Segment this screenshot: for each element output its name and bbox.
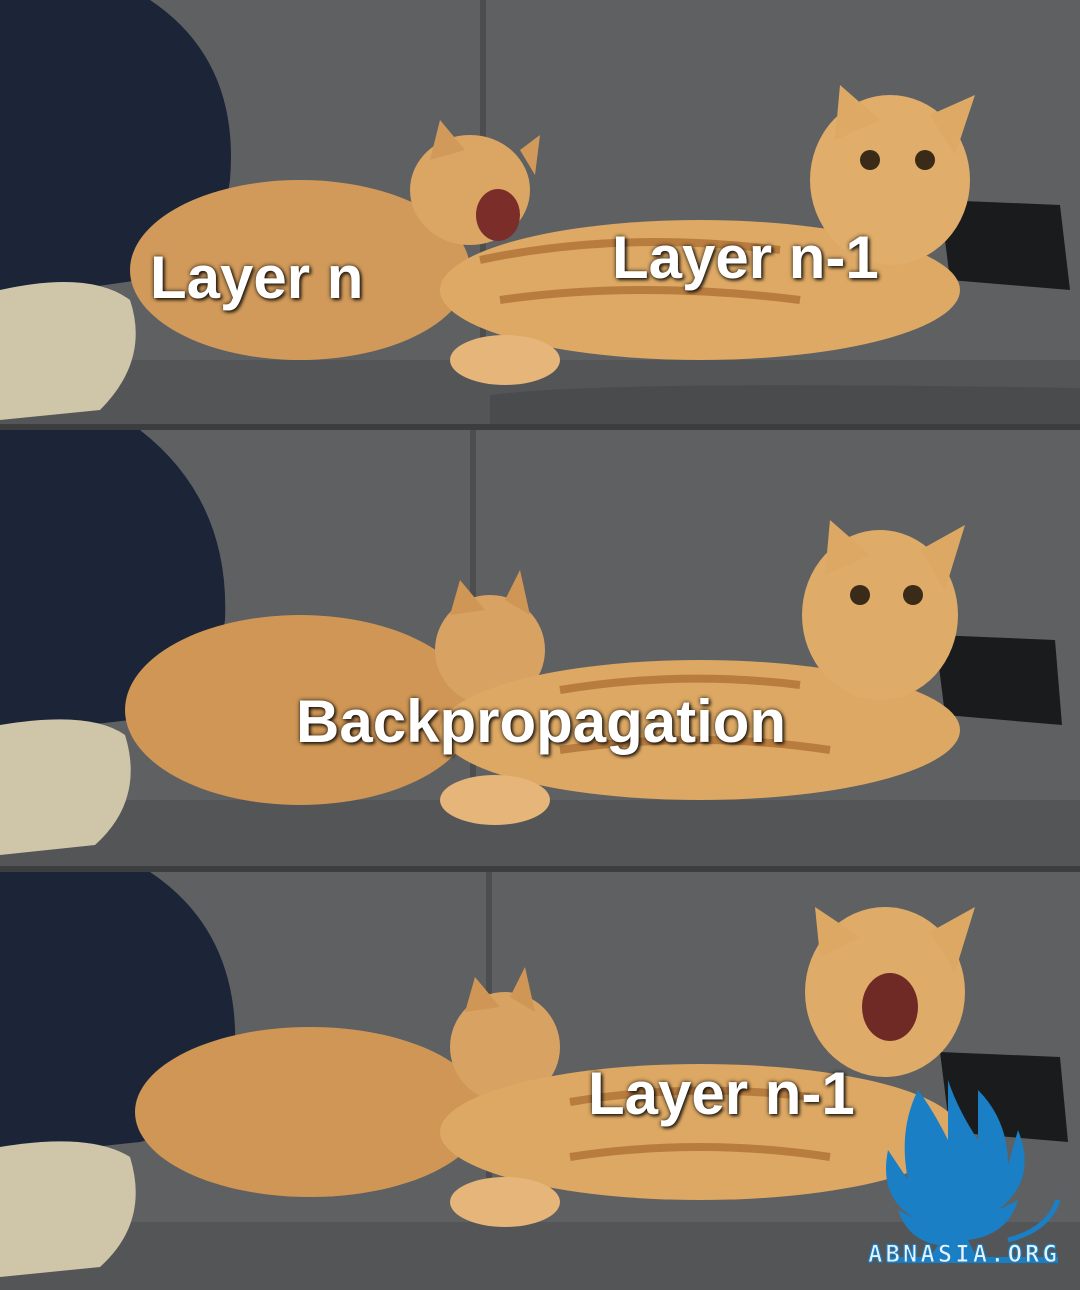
panel-top: Layer n Layer n-1 [0,0,1080,424]
caption-layer-n-minus-1-top: Layer n-1 [612,224,879,291]
griffin-logo-icon [886,1080,1061,1263]
panel-bottom: Layer n-1 [0,872,1080,1290]
panel-middle-scene [0,430,1080,866]
dark-cloth [935,635,1062,725]
watermark-text: ABNASIA.ORG [868,1240,1060,1269]
caption-backpropagation: Backpropagation [296,688,787,755]
caption-layer-n: Layer n [150,244,364,311]
panel-top-scene [0,0,1080,424]
cream-pillow [0,282,136,420]
dark-cloth [940,1052,1068,1142]
panel-middle: Backpropagation [0,430,1080,866]
cream-pillow [0,1141,136,1277]
panel-bottom-scene [0,872,1080,1290]
cream-pillow [0,719,131,855]
caption-layer-n-minus-1-bottom: Layer n-1 [588,1060,855,1127]
dark-cloth [940,200,1070,290]
